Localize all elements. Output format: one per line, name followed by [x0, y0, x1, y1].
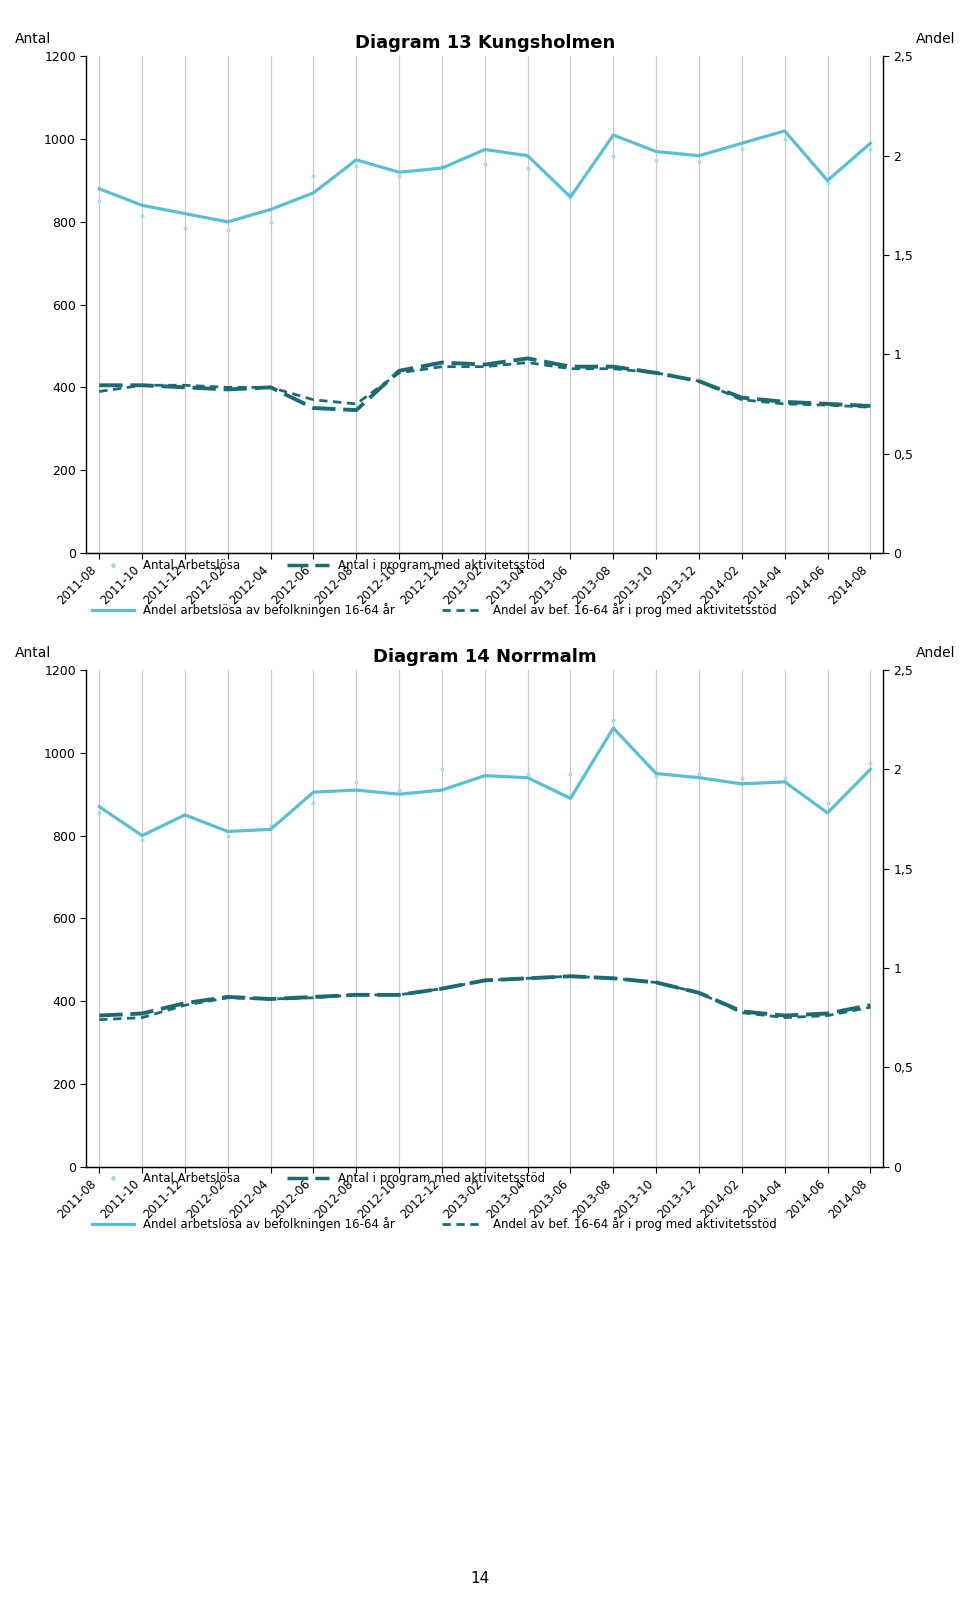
Title: Diagram 14 Norrmalm: Diagram 14 Norrmalm	[373, 648, 596, 666]
Legend: Andel arbetslösa av befolkningen 16-64 år, Andel av bef. 16-64 år i prog med akt: Andel arbetslösa av befolkningen 16-64 å…	[92, 1217, 777, 1232]
Text: Andel: Andel	[916, 32, 955, 47]
Text: 14: 14	[470, 1572, 490, 1586]
Text: Antal: Antal	[14, 32, 51, 47]
Text: Andel: Andel	[916, 646, 955, 661]
Legend: Andel arbetslösa av befolkningen 16-64 år, Andel av bef. 16-64 år i prog med akt: Andel arbetslösa av befolkningen 16-64 å…	[92, 603, 777, 617]
Title: Diagram 13 Kungsholmen: Diagram 13 Kungsholmen	[354, 34, 615, 52]
Text: Antal: Antal	[14, 646, 51, 661]
